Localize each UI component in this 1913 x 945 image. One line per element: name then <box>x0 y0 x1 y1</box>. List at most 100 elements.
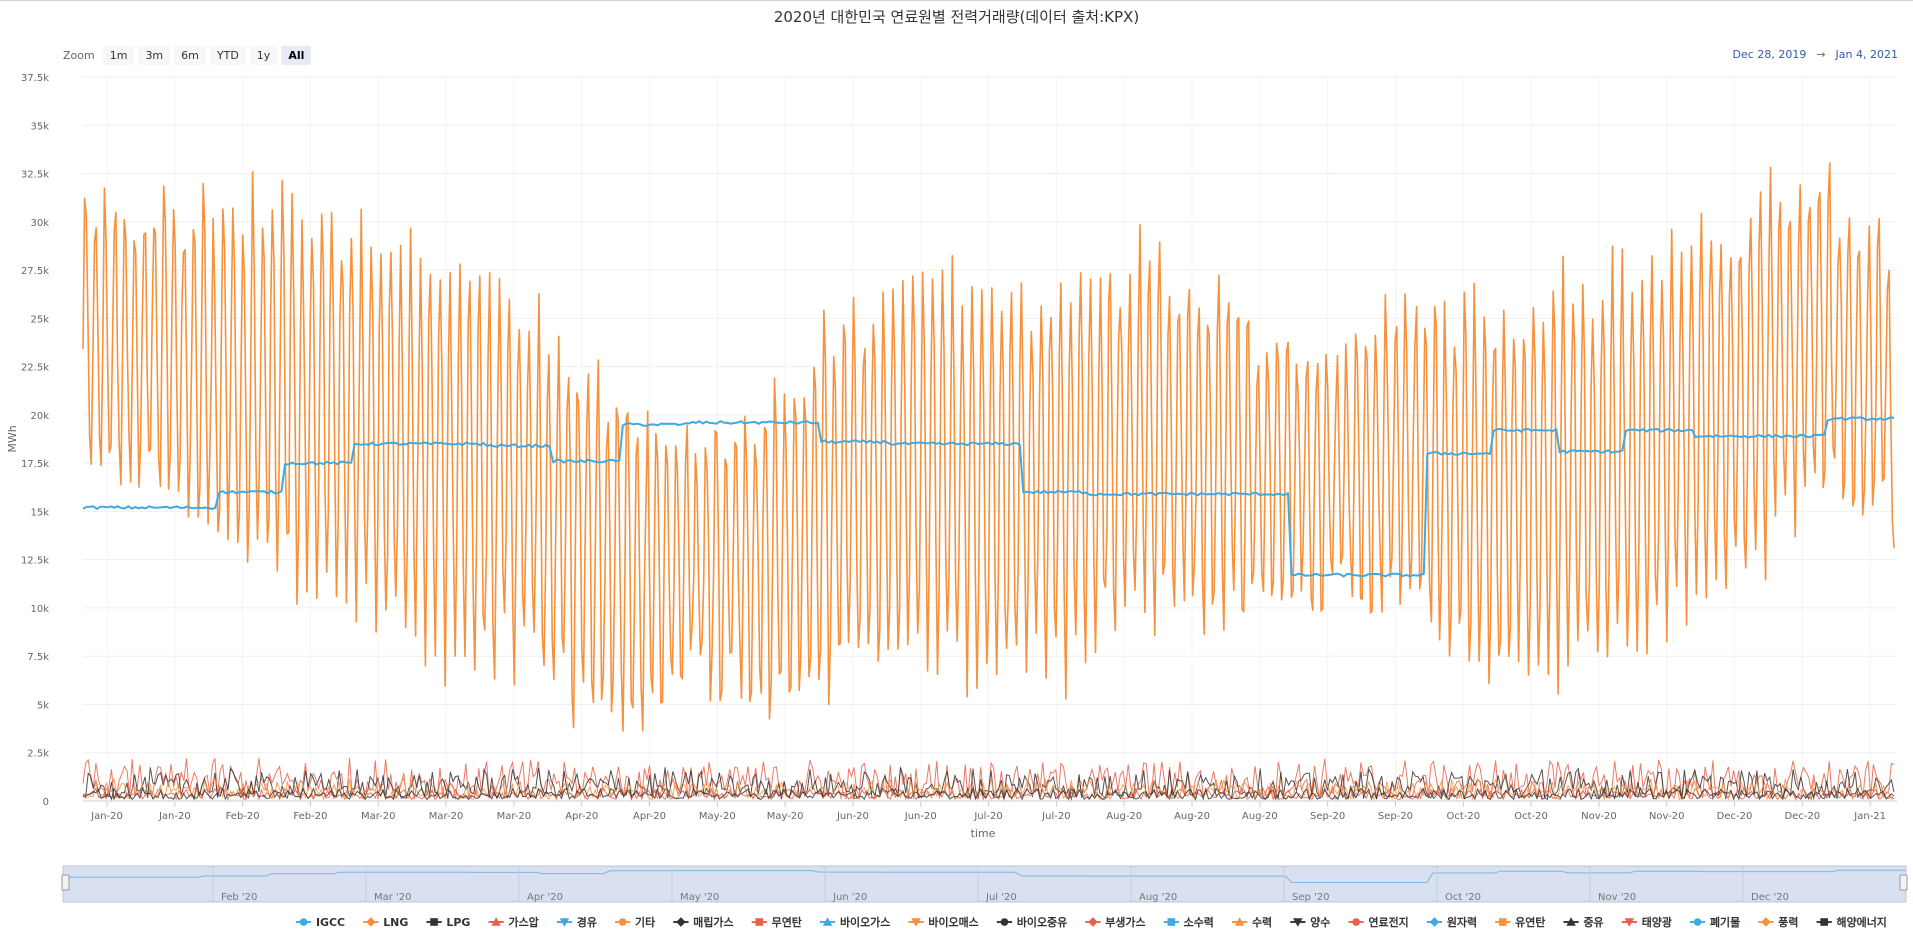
x-tick-label: Dec-20 <box>1717 811 1753 822</box>
legend-item[interactable]: 유연탄 <box>1495 915 1545 929</box>
navigator-tick-label: Oct '20 <box>1445 892 1481 903</box>
legend-item[interactable]: IGCC <box>296 916 345 929</box>
legend-label: 기타 <box>635 915 655 929</box>
legend-marker <box>559 918 570 927</box>
legend-item[interactable]: 원자력 <box>1426 915 1477 929</box>
legend-item[interactable]: LPG <box>426 916 470 929</box>
legend-item[interactable]: 태양광 <box>1621 915 1672 929</box>
legend: IGCC LNG LPG 가스압 경유 기타 매립가스 무연탄 바이오가스 바이오매스 바이오중유 부… <box>296 915 1887 929</box>
legend-item[interactable]: LNG <box>363 916 408 929</box>
x-tick-label: Sep-20 <box>1378 811 1413 822</box>
date-range: Dec 28, 2019 → Jan 4, 2021 <box>1733 48 1898 61</box>
legend-item[interactable]: 연료전지 <box>1348 915 1409 929</box>
zoom-3m-button[interactable]: 3m <box>138 46 171 65</box>
legend-marker <box>1234 917 1245 926</box>
x-tick-label: Jul-20 <box>973 811 1002 822</box>
navigator-tick-label: Feb '20 <box>221 892 257 903</box>
x-tick-label: Aug-20 <box>1242 811 1278 822</box>
legend-item[interactable]: 무연탄 <box>751 915 802 929</box>
x-tick-label: Apr-20 <box>633 811 666 822</box>
y-tick-label: 20k <box>30 411 49 422</box>
y-tick-label: 5k <box>37 700 49 711</box>
x-tick-label: Feb-20 <box>293 811 327 822</box>
navigator-tick-label: May '20 <box>680 892 719 903</box>
legend-label: 무연탄 <box>772 915 802 929</box>
x-tick-label: May-20 <box>699 811 736 822</box>
legend-item[interactable]: 매립가스 <box>673 915 734 929</box>
legend-item[interactable]: 기타 <box>615 915 655 929</box>
x-tick-label: Jan-21 <box>1853 811 1886 822</box>
legend-label: 바이오매스 <box>928 915 978 929</box>
zoom-1m-button[interactable]: 1m <box>102 46 135 65</box>
x-tick-label: Feb-20 <box>226 811 260 822</box>
legend-item[interactable]: 폐기물 <box>1690 915 1740 929</box>
legend-label: 경유 <box>577 915 597 929</box>
series-line-lng <box>82 162 1895 732</box>
legend-item[interactable]: 바이오중유 <box>996 915 1067 929</box>
legend-marker <box>911 918 921 927</box>
x-tick-label: Oct-20 <box>1514 811 1548 822</box>
legend-item[interactable]: 수력 <box>1232 916 1272 929</box>
legend-marker <box>1693 918 1702 926</box>
x-tick-label: Apr-20 <box>565 811 598 822</box>
legend-label: 폐기물 <box>1710 915 1740 929</box>
legend-item[interactable]: 양수 <box>1290 915 1330 929</box>
legend-marker <box>366 917 376 927</box>
zoom-6m-button[interactable]: 6m <box>174 46 206 65</box>
y-tick-label: 25k <box>30 314 49 325</box>
navigator-right-handle[interactable] <box>1899 874 1908 891</box>
legend-label: 연료전지 <box>1368 915 1408 929</box>
legend-item[interactable]: 중유 <box>1563 916 1604 929</box>
range-from-input[interactable]: Dec 28, 2019 <box>1732 48 1807 61</box>
navigator-tick-label: Jul '20 <box>985 892 1017 903</box>
navigator-left-handle[interactable] <box>61 874 70 891</box>
legend-item[interactable]: 경유 <box>556 915 597 929</box>
x-tick-label: Jun-20 <box>904 811 937 822</box>
y-tick-label: 12.5k <box>21 556 49 567</box>
legend-label: 소수력 <box>1184 916 1214 929</box>
top-border <box>0 0 1913 1</box>
legend-item[interactable]: 풍력 <box>1758 916 1798 929</box>
y-tick-label: 22.5k <box>21 363 49 374</box>
legend-item[interactable]: 부생가스 <box>1085 915 1146 929</box>
legend-marker <box>1088 917 1098 927</box>
legend-marker <box>1000 918 1009 926</box>
chart-title: 2020년 대한민국 연료원별 전력거래량(데이터 출처:KPX) <box>773 8 1140 26</box>
legend-marker <box>1352 918 1360 926</box>
legend-item[interactable]: 소수력 <box>1163 916 1214 929</box>
legend-marker <box>1761 917 1771 927</box>
legend-label: 태양광 <box>1642 915 1672 929</box>
legend-item[interactable]: 해양에너지 <box>1816 915 1887 929</box>
range-to-input[interactable]: Jan 4, 2021 <box>1835 48 1898 61</box>
y-tick-label: 35k <box>30 121 49 132</box>
zoom-all-button[interactable]: All <box>281 46 312 65</box>
zoom-label: Zoom <box>63 49 95 62</box>
legend-label: 유연탄 <box>1515 915 1545 929</box>
x-tick-label: Mar-20 <box>497 811 532 822</box>
navigator-tick-label: Sep '20 <box>1292 892 1330 903</box>
y-tick-label: 27.5k <box>21 266 49 277</box>
legend-item[interactable]: 바이오가스 <box>819 915 890 929</box>
zoom-1y-button[interactable]: 1y <box>249 46 278 65</box>
x-tick-label: Mar-20 <box>361 811 396 822</box>
y-tick-label: 37.5k <box>21 73 49 84</box>
zoom-ytd-button[interactable]: YTD <box>209 46 246 65</box>
legend-marker <box>1429 917 1440 927</box>
x-tick-label: Sep-20 <box>1310 811 1345 822</box>
y-tick-label: 0 <box>43 797 49 808</box>
x-tick-label: Jan-20 <box>90 811 123 822</box>
x-tick-label: Oct-20 <box>1446 811 1480 822</box>
legend-label: 원자력 <box>1447 915 1477 929</box>
navigator-tick-label: Dec '20 <box>1751 892 1789 903</box>
legend-item[interactable]: 가스압 <box>488 915 539 929</box>
legend-marker <box>1566 917 1576 926</box>
legend-marker <box>491 917 501 926</box>
x-tick-label: Mar-20 <box>429 811 464 822</box>
legend-item[interactable]: 바이오매스 <box>908 915 979 929</box>
x-tick-label: Jun-20 <box>836 811 869 822</box>
y-tick-label: 7.5k <box>27 652 49 663</box>
series-line-minor-4 <box>82 786 1895 801</box>
series-line-nuclear <box>82 416 1895 578</box>
y-tick-label: 30k <box>30 218 49 229</box>
legend-label: IGCC <box>316 916 345 929</box>
